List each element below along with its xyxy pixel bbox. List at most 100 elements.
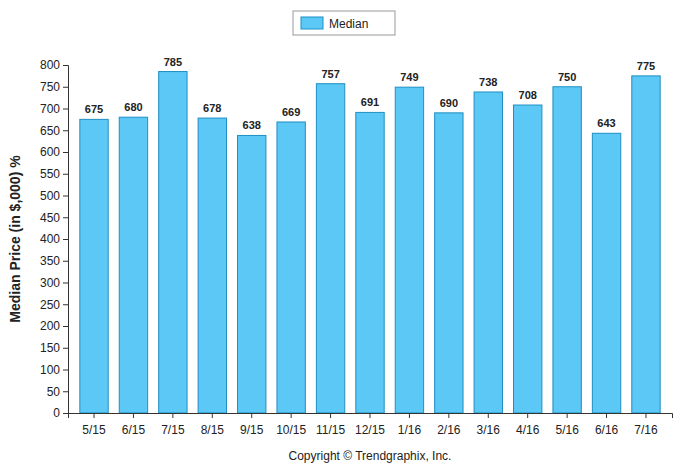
annotation: Copyright © Trendgraphix, Inc. [289, 449, 452, 463]
y-tick: 800 [40, 58, 68, 72]
legend-swatch [301, 17, 323, 29]
x-tick-label: 6/15 [122, 423, 146, 437]
x-tick-mark [212, 413, 213, 418]
y-tick: 400 [40, 232, 68, 246]
y-tick: 250 [40, 298, 68, 312]
y-tick-label: 300 [40, 276, 60, 290]
x-tick: 3/16 [477, 413, 501, 437]
x-tick: 6/15 [122, 413, 146, 437]
x-tick-mark [172, 413, 173, 418]
y-tick: 350 [40, 254, 68, 268]
y-axis-title: Median Price (in $,000) % [7, 155, 23, 323]
x-tick-label: 5/15 [82, 423, 106, 437]
y-tick-label: 450 [40, 211, 60, 225]
x-tick: 1/16 [398, 413, 422, 437]
x-axis: 5/15 6/15 7/15 8/15 9/15 10/15 11/15 12/15 1/16 2… [69, 413, 673, 437]
plot: 6756807856786386697576917496907387087506… [40, 56, 673, 438]
y-tick-label: 150 [40, 341, 60, 355]
x-tick: 6/16 [595, 413, 619, 437]
bar [356, 112, 384, 413]
y-tick: 100 [40, 363, 68, 377]
bar [238, 135, 266, 413]
x-tick-mark [567, 413, 568, 418]
y-tick: 750 [40, 80, 68, 94]
x-tick-label: 12/15 [355, 423, 385, 437]
x-tick-mark [606, 413, 607, 418]
x-tick-label: 1/16 [398, 423, 422, 437]
x-tick-mark [251, 413, 252, 418]
y-tick-mark [63, 370, 68, 371]
data-label: 678 [203, 102, 221, 114]
y-tick-label: 650 [40, 124, 60, 138]
data-labels: 6756807856786386697576917496907387087506… [85, 56, 655, 132]
x-tick-mark [370, 413, 371, 418]
y-tick-mark [63, 109, 68, 110]
y-tick-mark [63, 283, 68, 284]
data-label: 669 [282, 106, 300, 118]
y-tick-label: 0 [53, 406, 60, 420]
bar [159, 72, 187, 413]
bar [80, 119, 108, 413]
x-tick: 4/16 [516, 413, 540, 437]
x-tick: 8/15 [201, 413, 225, 437]
y-tick-mark [63, 196, 68, 197]
y-tick-label: 500 [40, 189, 60, 203]
data-label: 785 [164, 56, 182, 68]
x-tick-label: 8/15 [201, 423, 225, 437]
x-tick: 10/15 [276, 413, 306, 437]
y-axis: 0501001502002503003504004505005506006507… [40, 58, 69, 420]
x-tick: 11/15 [316, 413, 345, 437]
x-tick: 12/15 [355, 413, 385, 437]
y-tick-label: 750 [40, 80, 60, 94]
data-label: 750 [558, 71, 576, 83]
data-label: 691 [361, 96, 379, 108]
legend-box [293, 11, 395, 35]
x-tick-label: 7/16 [634, 423, 658, 437]
y-tick-mark [63, 87, 68, 88]
bar [474, 92, 502, 413]
x-tick-mark [330, 413, 331, 418]
y-tick: 0 [53, 406, 68, 420]
chart: 6756807856786386697576917496907387087506… [0, 0, 688, 470]
data-label: 690 [440, 97, 458, 109]
x-axis-line [69, 414, 673, 419]
x-tick: 2/16 [437, 413, 461, 437]
legend: Median [293, 11, 395, 35]
y-tick-mark [63, 152, 68, 153]
x-tick-label: 6/16 [595, 423, 619, 437]
y-tick: 700 [40, 102, 68, 116]
y-axis-line [63, 66, 69, 414]
x-tick-mark [645, 413, 646, 418]
y-tick-mark [63, 130, 68, 131]
x-tick: 5/15 [82, 413, 106, 437]
y-tick-mark [63, 174, 68, 175]
x-tick: 5/16 [555, 413, 579, 437]
y-tick-label: 350 [40, 254, 60, 268]
y-tick: 150 [40, 341, 68, 355]
x-tick-label: 2/16 [437, 423, 461, 437]
y-tick-mark [63, 217, 68, 218]
bars [80, 72, 660, 413]
y-tick: 550 [40, 167, 68, 181]
bar [198, 118, 226, 413]
x-tick-mark [291, 413, 292, 418]
y-tick: 500 [40, 189, 68, 203]
x-tick: 9/15 [240, 413, 264, 437]
bar [119, 117, 147, 413]
y-tick-mark [63, 348, 68, 349]
data-label: 749 [400, 71, 418, 83]
bar [395, 87, 423, 413]
y-tick-mark [63, 326, 68, 327]
y-tick-label: 100 [40, 363, 60, 377]
bar [514, 105, 542, 413]
bar [316, 84, 344, 413]
y-tick: 650 [40, 124, 68, 138]
x-tick-mark [133, 413, 134, 418]
y-tick-label: 200 [40, 319, 60, 333]
y-tick: 200 [40, 319, 68, 333]
x-tick-mark [409, 413, 410, 418]
x-tick-label: 7/15 [161, 423, 185, 437]
y-tick-label: 50 [47, 385, 61, 399]
data-label: 708 [519, 89, 537, 101]
y-tick-label: 250 [40, 298, 60, 312]
